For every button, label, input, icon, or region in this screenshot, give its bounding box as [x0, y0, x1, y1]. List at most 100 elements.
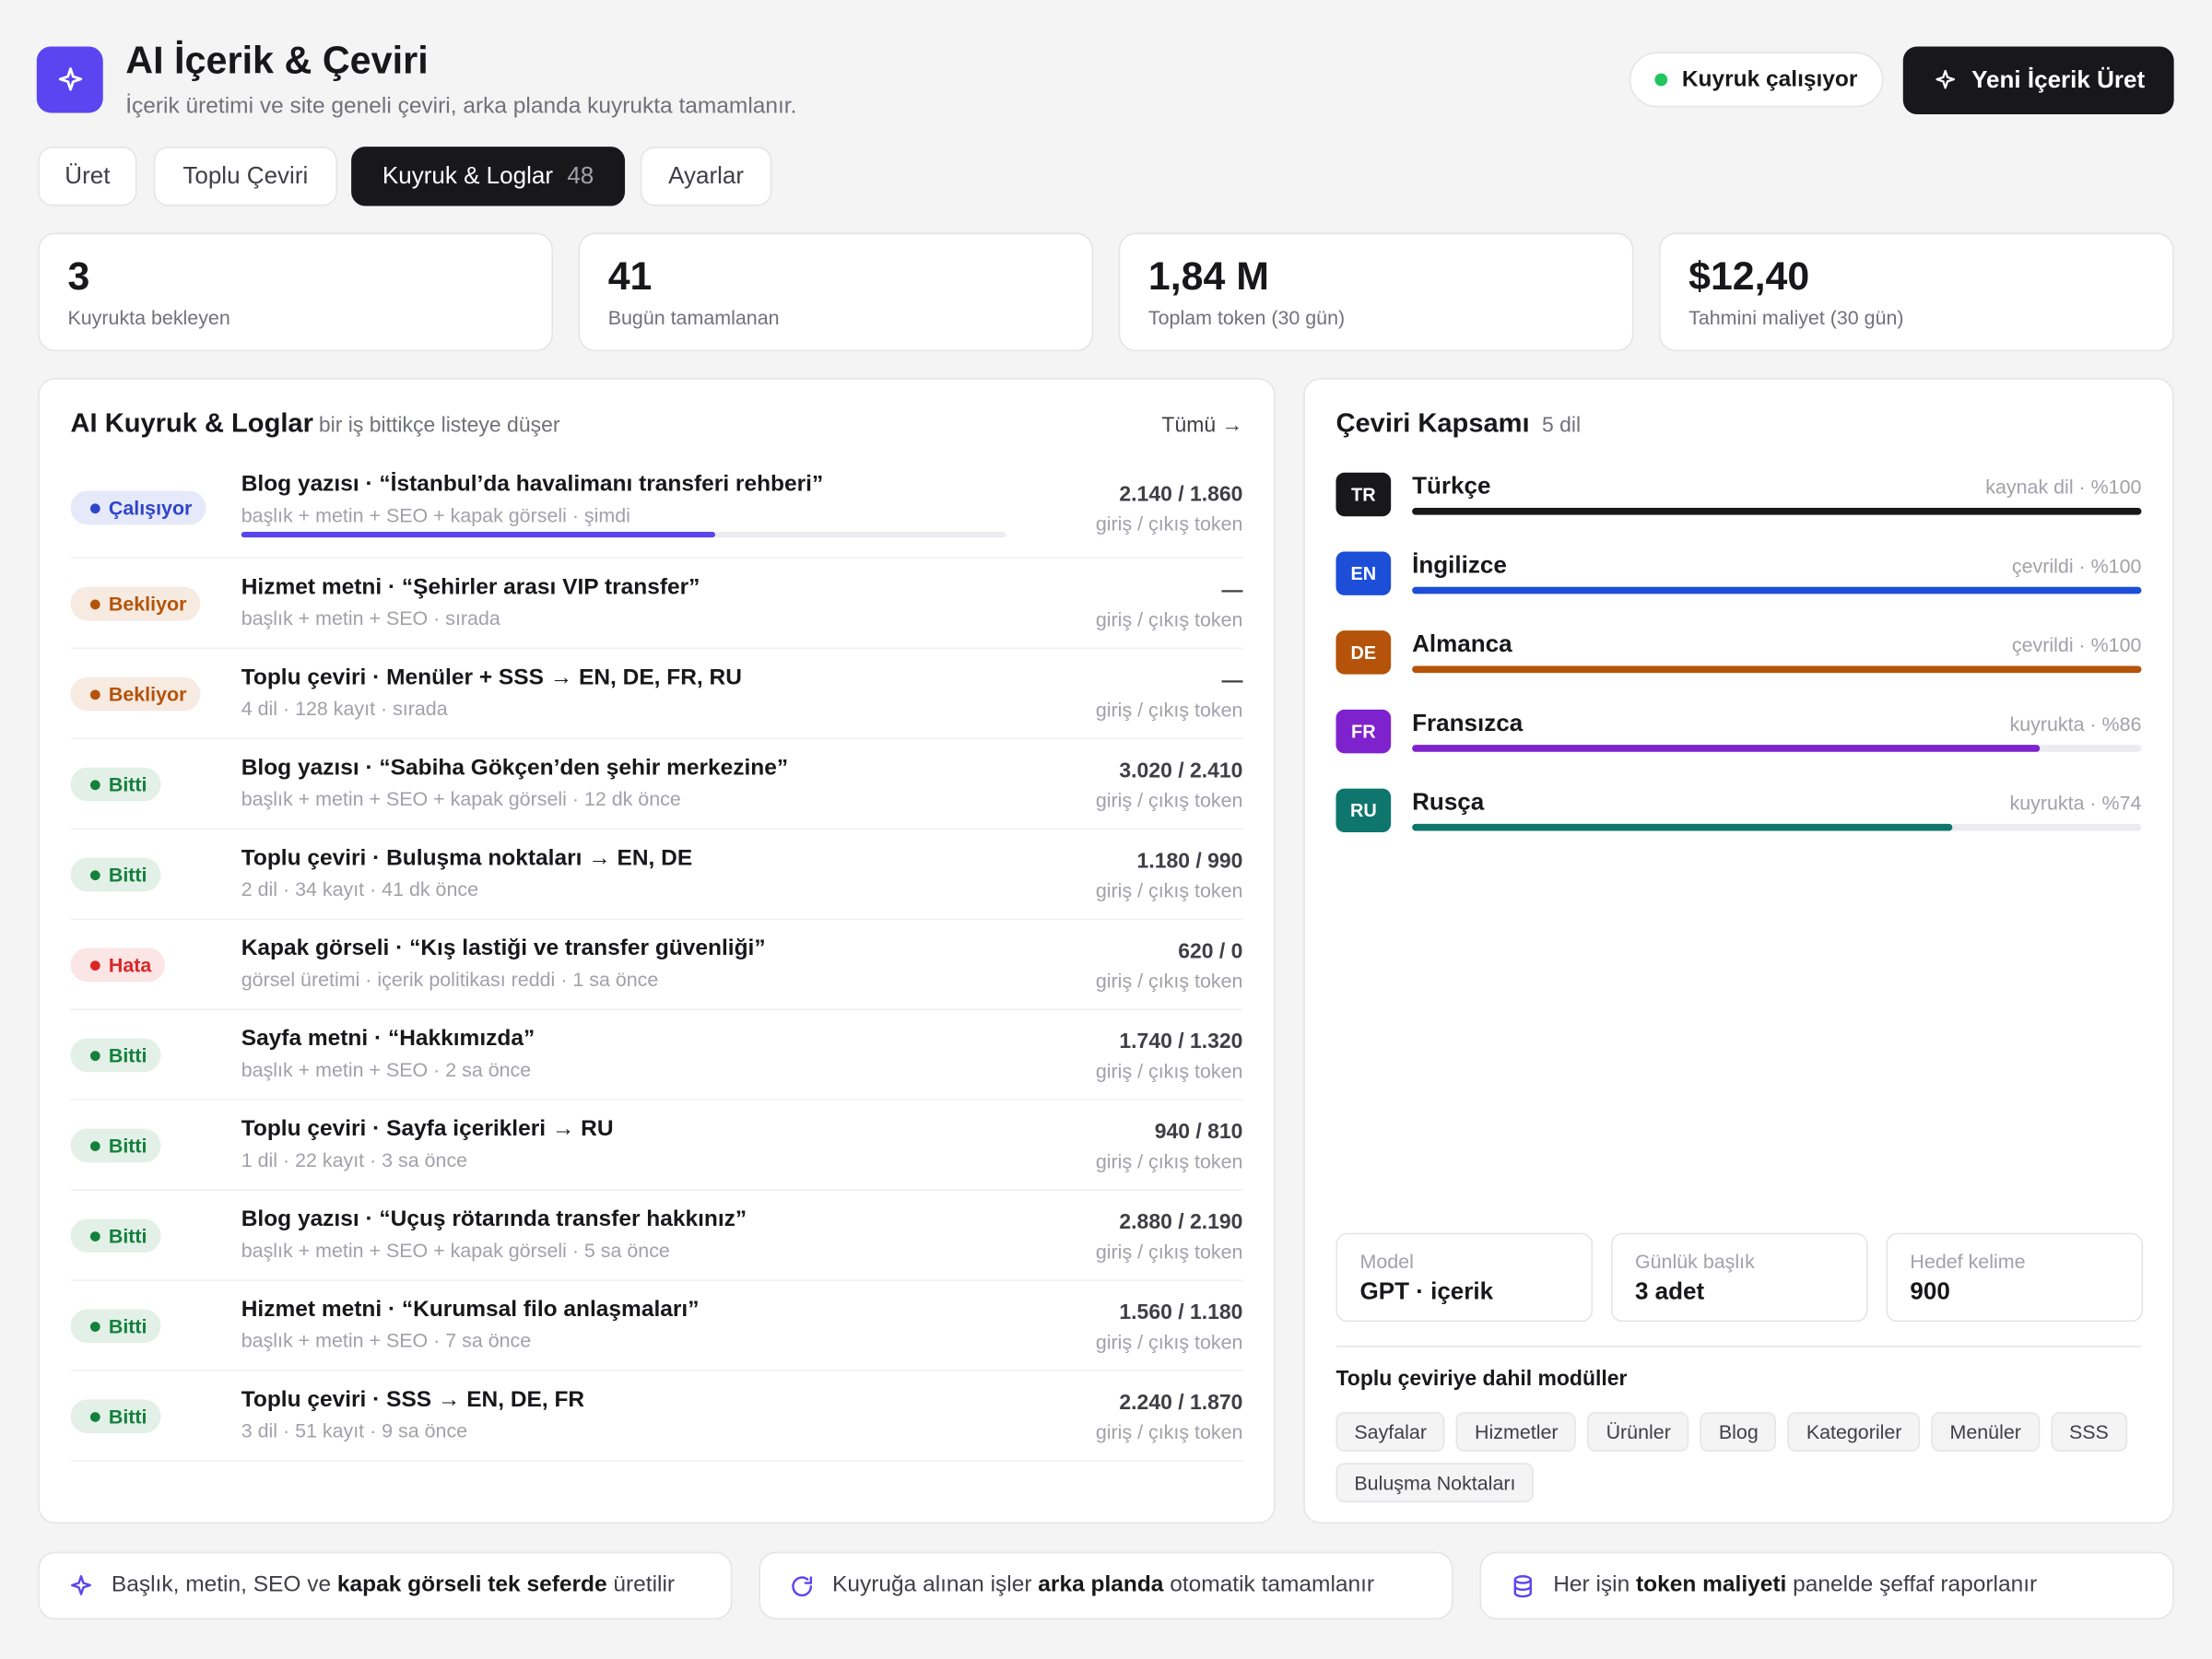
module-chip[interactable]: Ürünler	[1587, 1412, 1689, 1452]
view-all-link[interactable]: Tümü →	[1161, 413, 1243, 438]
job-meta: başlık + metin + SEO · 7 sa önce	[241, 1328, 532, 1352]
lang-name: Türkçe	[1412, 472, 1491, 500]
job-title: Toplu çeviri · Menüler + SSS → EN, DE, F…	[241, 665, 742, 690]
status-text: Bitti	[108, 772, 147, 796]
tab[interactable]: Üret	[38, 147, 137, 206]
stat-value: 3	[67, 253, 90, 298]
stat-label: Tahmini maliyet (30 gün)	[1688, 306, 1904, 329]
feature-text: Her işin token maliyeti panelde şeffaf r…	[1553, 1573, 2037, 1599]
token-label: giriş / çıkış token	[1095, 788, 1243, 812]
module-chip[interactable]: Hizmetler	[1456, 1412, 1577, 1452]
job-title: Hizmet metni · “Kurumsal filo anlaşmalar…	[241, 1298, 700, 1323]
status-badge: Bitti	[70, 1128, 161, 1163]
status-text: Kuyruk çalışıyor	[1681, 66, 1858, 91]
status-text: Bitti	[108, 1224, 147, 1248]
tab[interactable]: Ayarlar	[640, 147, 772, 206]
stat-label: Kuyrukta bekleyen	[67, 306, 230, 329]
token-label: giriş / çıkış token	[1095, 607, 1243, 631]
status-dot	[89, 688, 100, 700]
coverage-track	[1412, 823, 2142, 831]
coverage-track	[1412, 508, 2142, 515]
module-chip[interactable]: Sayfalar	[1335, 1412, 1445, 1452]
module-chip[interactable]: SSS	[2051, 1412, 2127, 1452]
job-tokens: 1.180 / 990	[1136, 849, 1243, 874]
feature-segment: Her işin	[1553, 1572, 1637, 1597]
lang-name: Rusça	[1412, 788, 1485, 816]
job-row: Bitti Hizmet metni · “Kurumsal filo anlaş…	[70, 1281, 1243, 1371]
setting-card: Model GPT · içerik	[1335, 1232, 1594, 1323]
module-chip[interactable]: Blog	[1700, 1412, 1777, 1452]
job-tokens: —	[1221, 578, 1243, 603]
setting-label: Günlük başlık	[1634, 1250, 1755, 1273]
job-meta: başlık + metin + SEO + kapak görseli · 5…	[241, 1238, 670, 1262]
lang-name: Fransızca	[1412, 709, 1524, 736]
setting-label: Model	[1359, 1250, 1414, 1273]
job-row: Bitti Toplu çeviri · Buluşma noktaları → …	[70, 830, 1243, 920]
job-tokens: 620 / 0	[1178, 939, 1243, 964]
status-dot	[89, 1050, 100, 1061]
job-title: Sayfa metni · “Hakkımızda”	[241, 1027, 535, 1052]
tab-label: Toplu Çeviri	[182, 162, 309, 190]
token-label: giriş / çıkış token	[1095, 1420, 1243, 1443]
module-chip[interactable]: Buluşma Noktaları	[1335, 1463, 1535, 1503]
feature-text: Başlık, metin, SEO ve kapak görseli tek …	[112, 1573, 675, 1599]
status-dot	[1654, 73, 1668, 87]
job-title: Toplu çeviri · Sayfa içerikleri → RU	[241, 1117, 614, 1142]
lang-code: FR	[1335, 709, 1392, 754]
feature-card: Başlık, metin, SEO ve kapak görseli tek …	[38, 1551, 733, 1620]
status-badge: Bitti	[70, 1038, 161, 1073]
status-text: Bitti	[108, 1314, 147, 1338]
job-tokens: 1.740 / 1.320	[1119, 1030, 1243, 1054]
coverage-track	[1412, 665, 2142, 674]
lang-name: İngilizce	[1412, 551, 1507, 579]
token-label: giriş / çıkış token	[1095, 969, 1243, 993]
job-row: Bitti Toplu çeviri · SSS → EN, DE, FR 3 di…	[70, 1371, 1243, 1462]
lang-code: TR	[1335, 472, 1392, 517]
stat-value: $12,40	[1688, 253, 1810, 298]
stat-card: 1,84 M Toplam token (30 gün)	[1118, 232, 1634, 352]
status-badge: Bekliyor	[70, 586, 201, 621]
status-text: Bitti	[108, 1043, 147, 1067]
job-tokens: 3.020 / 2.410	[1119, 759, 1243, 783]
stat-label: Bugün tamamlanan	[607, 306, 780, 329]
token-label: giriş / çıkış token	[1095, 1240, 1243, 1263]
tab[interactable]: Toplu Çeviri	[153, 147, 337, 206]
job-title: Kapak görseli · “Kış lastiği ve transfer…	[241, 936, 766, 961]
feature-segment: panelde şeffaf raporlanır	[1786, 1572, 2038, 1597]
page-title: AI İçerik & Çeviri	[125, 39, 429, 82]
setting-label: Hedef kelime	[1910, 1250, 2026, 1273]
token-label: giriş / çıkış token	[1095, 1059, 1243, 1082]
job-meta: 3 dil · 51 kayıt · 9 sa önce	[241, 1418, 468, 1442]
feature-icon	[1513, 1574, 1532, 1597]
job-meta: başlık + metin + SEO · sırada	[241, 606, 500, 629]
setting-value: 3 adet	[1634, 1277, 1705, 1305]
queue-title: AI Kuyruk & Loglar	[70, 408, 313, 440]
module-chip[interactable]: Menüler	[1931, 1412, 2040, 1452]
coverage-title: Çeviri Kapsamı	[1335, 408, 1530, 440]
token-label: giriş / çıkış token	[1095, 1330, 1243, 1353]
stat-card: 3 Kuyrukta bekleyen	[38, 232, 553, 352]
sparkle-icon	[58, 66, 82, 90]
job-tokens: 1.560 / 1.180	[1119, 1300, 1243, 1325]
tab[interactable]: Kuyruk & Loglar 48	[351, 147, 626, 206]
feature-segment: otomatik tamamlanır	[1163, 1572, 1375, 1597]
status-text: Bitti	[108, 1134, 147, 1158]
feature-text: Kuyruğa alınan işler arka planda otomati…	[832, 1573, 1374, 1599]
stat-card: 41 Bugün tamamlanan	[578, 232, 1094, 352]
status-badge: Bitti	[70, 857, 161, 892]
sparkle-icon	[1935, 69, 1955, 89]
feature-emphasis: arka planda	[1038, 1572, 1164, 1597]
status-badge: Bitti	[70, 1399, 161, 1434]
status-dot	[89, 869, 100, 880]
tab-count: 48	[567, 162, 594, 190]
job-title: Toplu çeviri · SSS → EN, DE, FR	[241, 1388, 585, 1413]
coverage-count: 5 dil	[1541, 413, 1582, 438]
status-dot	[89, 502, 100, 513]
status-text: Bekliyor	[108, 682, 187, 706]
job-row: Bitti Blog yazısı · “Uçuş rötarında trans…	[70, 1191, 1243, 1281]
new-content-button[interactable]: Yeni İçerik Üret	[1902, 46, 2174, 114]
module-chip[interactable]: Kategoriler	[1787, 1412, 1921, 1452]
status-badge: Bitti	[70, 1218, 161, 1253]
job-meta: başlık + metin + SEO · 2 sa önce	[241, 1057, 532, 1081]
